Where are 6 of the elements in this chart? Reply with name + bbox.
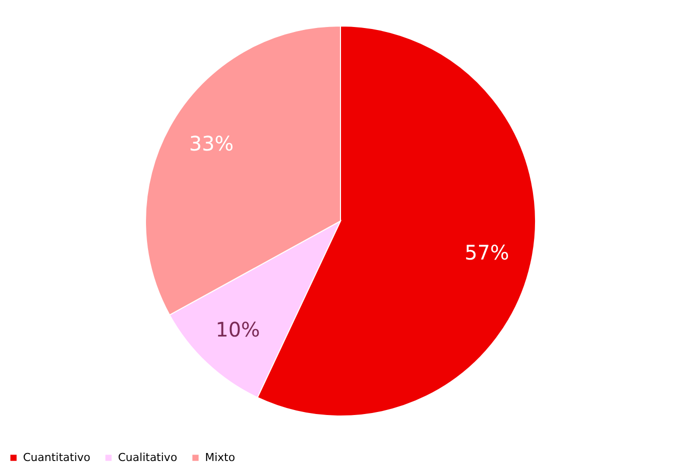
data-label: 33%: [189, 132, 234, 156]
legend-label: Cuantitativo: [23, 450, 91, 464]
data-label: 57%: [464, 240, 510, 265]
legend-label: Mixto: [205, 450, 236, 464]
data-label: 10%: [216, 317, 260, 342]
legend-label: Cualitativo: [118, 450, 178, 464]
